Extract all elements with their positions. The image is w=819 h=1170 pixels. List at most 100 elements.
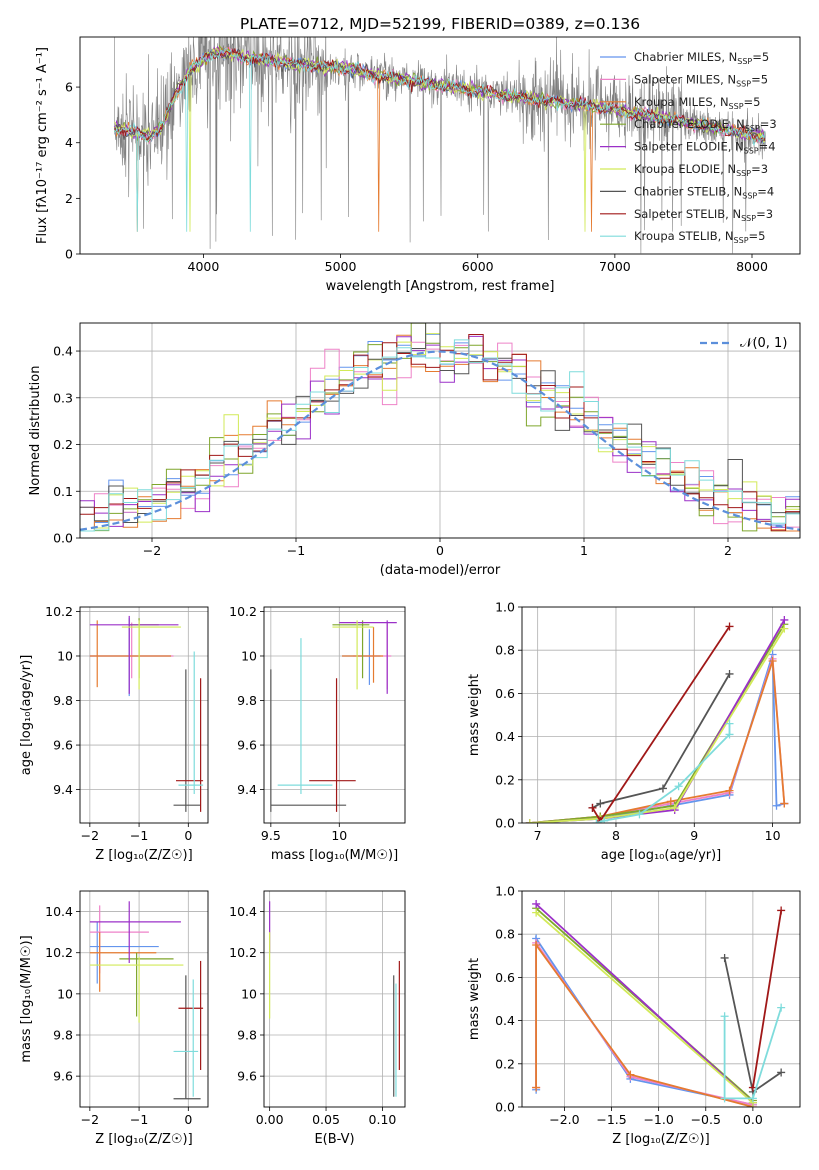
y-axis-label: mass [log₁₀(M/M☉)] [19,935,34,1062]
x-axis-label: (data-model)/error [380,563,501,578]
plot-area [113,37,766,254]
weight-marker-kroupa_stelib [600,816,609,823]
legend-suffix: =3 [756,207,773,221]
plot-area [80,323,800,538]
x-tick-label: −0.5 [691,1112,721,1127]
subscript: SSP [729,102,744,111]
x-tick-label: 0 [184,828,192,843]
y-tick-label: 9.8 [53,693,73,708]
x-tick-label: 0.00 [256,1112,284,1127]
weight-line-salpeter_elodie [535,903,754,1104]
x-tick-label: 7000 [599,259,631,274]
x-tick-label: 9.5 [261,828,281,843]
subscript: SSP [741,214,756,223]
panel-spectrum: 4000 5000 6000 7000 8000 0 2 4 6 wavelength [Angs… [35,15,801,294]
x-axis-label: E(B-V) [314,1132,354,1147]
subscript: SSP [734,236,749,245]
y-tick-label: 1.0 [495,600,515,615]
weight-marker-kroupa_miles [768,657,777,665]
panel-weight-vs-age: 7 8 9 10 0.0 0.2 0.4 0.6 0.8 1.0 age [log₁₀(age/yr… [467,600,801,863]
subscript: SSP [736,169,751,178]
y-tick-label: 0.3 [53,390,73,405]
axes-frame [263,606,406,824]
y-tick-label: 10.2 [45,945,73,960]
weight-marker-salpeter_stelib [725,622,734,631]
subscript: SSP [745,124,760,133]
y-tick-label: 0.2 [495,772,515,787]
normal-curve [80,350,800,531]
weight-line-kroupa_elodie [529,628,786,823]
weight-marker-kroupa_elodie [670,803,679,812]
weight-line-chabrier_elodie [529,623,786,823]
y-tick-label: 0.2 [495,1056,515,1071]
x-tick-label: 0 [436,543,444,558]
legend-label: Chabrier STELIB, NSSP=4 [634,184,774,200]
y-tick-label: 1.0 [495,884,515,899]
subscript: SSP [736,79,751,88]
y-tick-label: 9.6 [237,1069,257,1084]
y-axis-label: Flux [fλ10⁻¹⁷ erg cm⁻² s⁻¹ A⁻¹] [35,47,50,244]
legend-suffix: =3 [751,162,768,176]
weight-marker-kroupa_elodie [525,819,534,823]
weight-marker-chabrier_stelib [777,1068,786,1077]
x-tick-label: −2 [143,543,161,558]
x-tick-label: 7 [534,828,542,843]
weight-marker-kroupa_stelib [635,810,644,819]
x-tick-label: 6000 [462,259,494,274]
axes-frame [79,36,801,255]
x-tick-label: −2 [81,1112,99,1127]
x-axis-label: Z [log₁₀(Z/Z☉)] [95,1132,192,1147]
model-spectrum-chabrier_stelib [114,48,766,144]
panel-residuals: −2 −1 0 1 2 0.0 0.1 0.2 0.3 0.4 (data-model)/error… [28,322,801,578]
x-tick-label: 0 [184,1112,192,1127]
legend-suffix: =5 [751,72,768,86]
weight-marker-chabrier_stelib [720,953,729,962]
panel-age-vs-mass: 9.5 10 9.4 9.6 9.8 10 10.2 mass [log₁₀(M/M☉)] [229,604,406,863]
legend-suffix: =5 [752,50,769,64]
x-axis-label: mass [log₁₀(M/M☉)] [271,848,398,863]
legend-label: Salpeter MILES, NSSP=5 [634,72,768,88]
weight-line-kroupa_miles [535,942,754,1107]
legend-suffix: =3 [760,117,777,131]
axes-frame [79,606,209,824]
x-tick-label: 8 [612,828,620,843]
y-axis-label: mass weight [467,674,482,756]
y-tick-label: 9.8 [237,693,257,708]
y-tick-label: 0.0 [495,1100,515,1115]
chart-title: PLATE=0712, MJD=52199, FIBERID=0389, z=0… [240,15,640,33]
y-tick-label: 0.4 [495,1013,515,1028]
weight-marker-chabrier_stelib [725,669,734,678]
axes-frame [263,890,406,1108]
weight-marker-kroupa_elodie [780,624,789,633]
spectrum-legend: Chabrier MILES, NSSP=5 Salpeter MILES, NS… [600,50,777,245]
weight-marker-kroupa_stelib [725,730,734,739]
x-tick-label: −1.0 [643,1112,673,1127]
legend-suffix: =5 [749,229,766,243]
y-tick-label: 10 [57,648,73,663]
model-spectrum-kroupa_stelib [114,47,766,232]
legend-label: Kroupa MILES, NSSP=5 [634,95,760,111]
weight-marker-salpeter_stelib [777,906,786,915]
y-tick-label: 10.4 [229,904,257,919]
weight-marker-kroupa_miles [532,941,541,949]
y-tick-label: 9.8 [237,1028,257,1043]
weight-marker-kroupa_miles [532,1083,541,1092]
y-tick-label: 0.2 [53,437,73,452]
legend-suffix: =4 [759,140,776,154]
legend-label: Salpeter STELIB, NSSP=3 [634,207,773,223]
y-tick-label: 10 [57,986,73,1001]
x-tick-label: 4000 [188,259,220,274]
x-tick-label: 1 [580,543,588,558]
weight-marker-kroupa_miles [725,786,734,795]
x-tick-label: 5000 [325,259,357,274]
weight-marker-kroupa_stelib [725,719,734,728]
y-tick-label: 0.0 [495,816,515,831]
y-axis-label: mass weight [467,958,482,1040]
y-tick-label: 9.4 [237,782,257,797]
weight-line-kroupa_elodie [535,911,754,1104]
y-tick-label: 10.2 [229,945,257,960]
weight-marker-salpeter_elodie [780,615,789,624]
weight-marker-kroupa_stelib [748,1094,757,1103]
subscript: SSP [737,57,752,66]
histogram-kroupa_stelib [80,339,800,532]
